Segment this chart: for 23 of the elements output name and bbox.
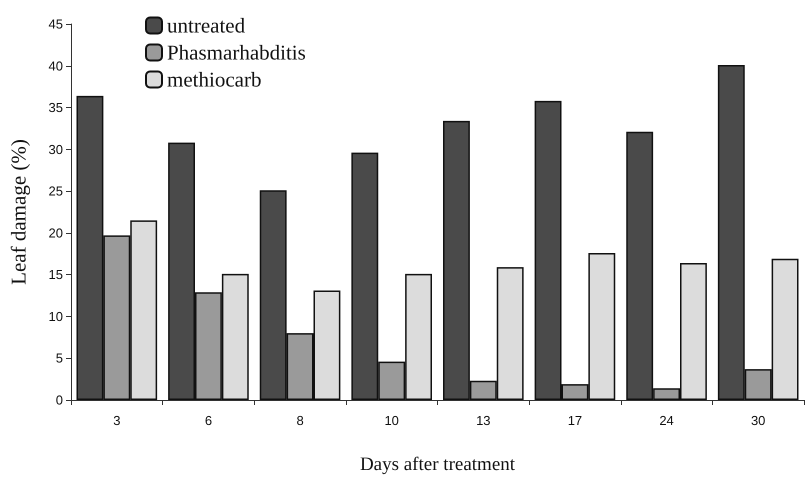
x-tick-label: 6 bbox=[204, 413, 212, 428]
x-tick-label: 13 bbox=[476, 413, 491, 428]
y-tick-label: 10 bbox=[48, 308, 63, 324]
y-tick-label: 5 bbox=[56, 350, 63, 366]
x-tick-label: 8 bbox=[296, 413, 304, 428]
x-tick-label: 24 bbox=[659, 413, 674, 428]
x-tick-label: 10 bbox=[384, 413, 399, 428]
legend-label: untreated bbox=[167, 14, 246, 38]
y-tick-label: 20 bbox=[48, 225, 63, 240]
y-tick-label: 40 bbox=[48, 58, 63, 74]
x-tick-label: 17 bbox=[568, 413, 582, 428]
y-tick-label: 30 bbox=[48, 142, 63, 157]
x-tick-label: 3 bbox=[113, 413, 120, 428]
x-axis-title: Days after treatment bbox=[360, 454, 516, 475]
y-axis-title: Leaf damage (%) bbox=[6, 139, 30, 285]
x-tick-label: 30 bbox=[750, 413, 766, 428]
y-tick-label: 15 bbox=[48, 267, 63, 282]
legend-label: methiocarb bbox=[167, 68, 262, 92]
y-tick-label: 35 bbox=[48, 100, 63, 116]
legend-label: Phasmarhabditis bbox=[167, 40, 306, 64]
y-tick-label: 25 bbox=[48, 184, 63, 199]
y-tick-label: 45 bbox=[48, 16, 63, 32]
y-tick-label: 0 bbox=[56, 392, 63, 408]
